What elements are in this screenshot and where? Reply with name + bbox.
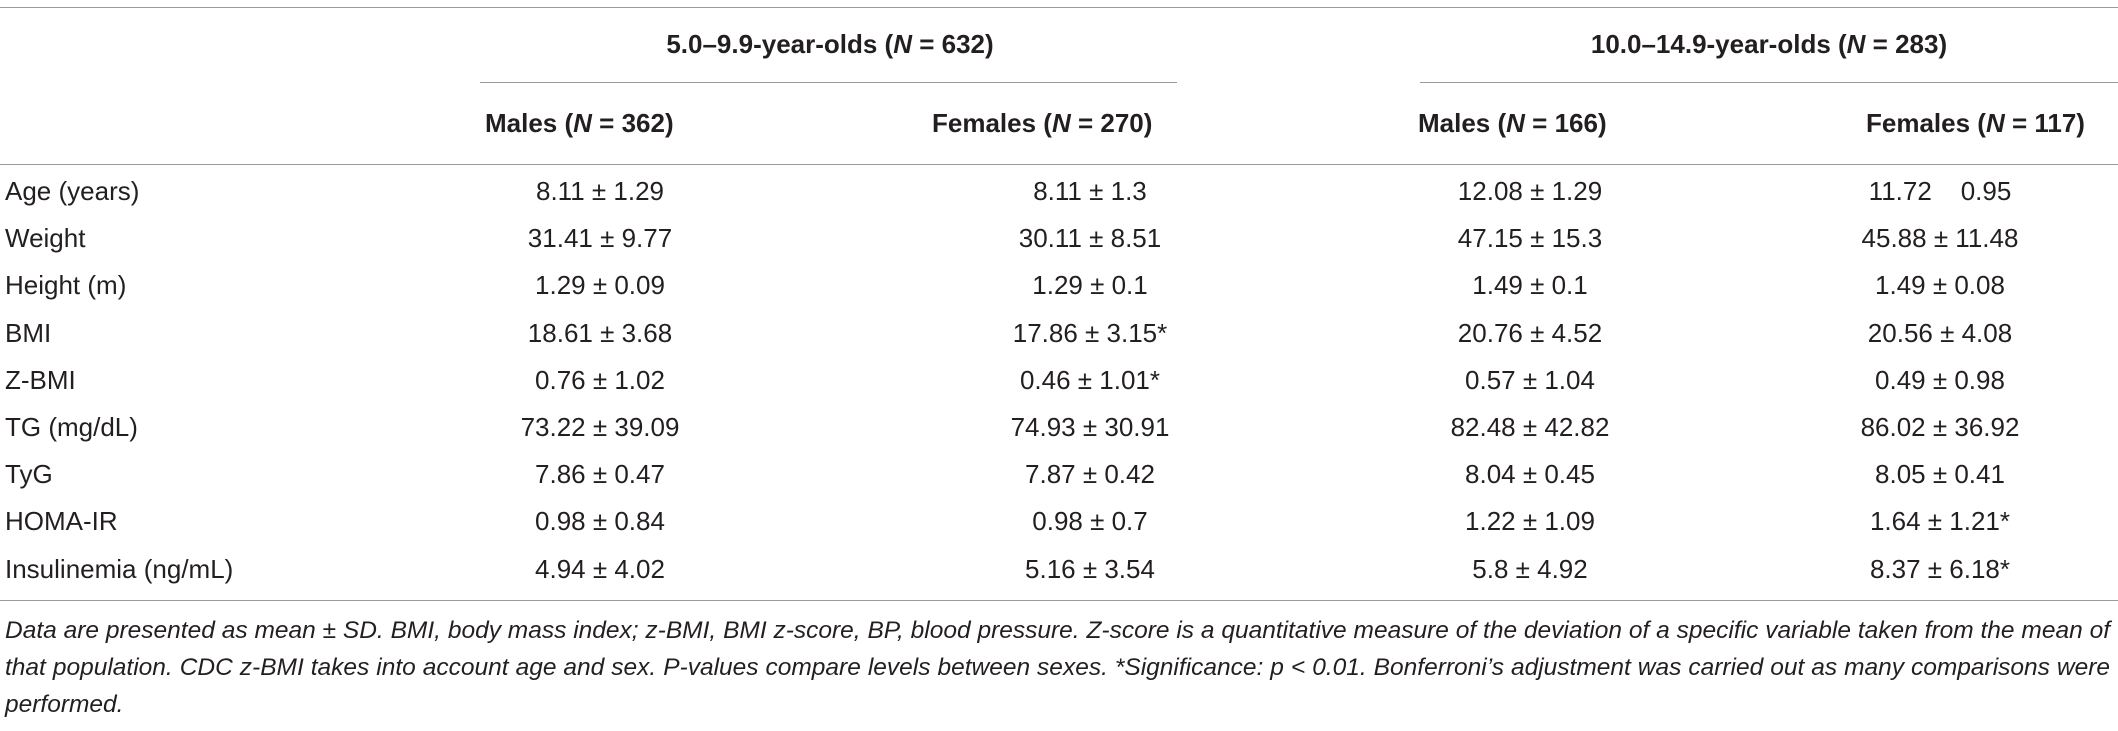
- group-rule-10-14: [1420, 82, 2118, 83]
- table-cell: 5.8 ± 4.92: [1472, 553, 1588, 584]
- col-header-suffix: = 117): [2004, 108, 2085, 138]
- col-header-suffix: = 166): [1524, 108, 1607, 138]
- table-cell: 0.76 ± 1.02: [535, 364, 665, 395]
- row-label: Insulinemia (ng/mL): [5, 553, 234, 584]
- row-label: TG (mg/dL): [5, 411, 138, 442]
- table-cell: 0.98 ± 0.84: [535, 506, 665, 537]
- col-header-prefix: Females (: [1866, 108, 1986, 138]
- row-label: HOMA-IR: [5, 506, 118, 537]
- col-header-prefix: Males (: [1418, 108, 1507, 138]
- table-cell: 0.57 ± 1.04: [1465, 364, 1595, 395]
- table-cell: 4.94 ± 4.02: [535, 553, 665, 584]
- table-cell: 0.98 ± 0.7: [1032, 506, 1148, 537]
- table-cell: 30.11 ± 8.51: [1018, 223, 1162, 254]
- table-cell: 45.88 ± 11.48: [1861, 223, 2019, 254]
- table-bottom-rule: [0, 600, 2118, 601]
- row-label: Age (years): [5, 176, 140, 206]
- col-header-n: N: [1985, 108, 2005, 138]
- table-body: Age (years) 8.11 ± 1.29 8.11 ± 1.3 12.08…: [0, 168, 2118, 593]
- table-cell: 8.04 ± 0.45: [1465, 459, 1595, 490]
- table-cell: 82.48 ± 42.82: [1450, 411, 1610, 442]
- table-cell: 0.49 ± 0.98: [1875, 364, 2005, 395]
- header-bottom-rule: [0, 164, 2118, 165]
- table-cell: 1.29 ± 0.1: [1032, 270, 1148, 301]
- row-label: Weight: [5, 223, 86, 254]
- table-cell: 1.64 ± 1.21*: [1869, 506, 2011, 537]
- table-row: Height (m) 1.29 ± 0.09 1.29 ± 0.1 1.49 ±…: [0, 262, 2118, 309]
- table-row: Z-BMI 0.76 ± 1.02 0.46 ± 1.01* 0.57 ± 1.…: [0, 357, 2118, 404]
- table-cell: 47.15 ± 15.3: [1457, 223, 1603, 254]
- table-cell: 17.86 ± 3.15*: [1012, 317, 1168, 348]
- col-header-n: N: [573, 108, 592, 138]
- table-row: TyG 7.86 ± 0.47 7.87 ± 0.42 8.04 ± 0.45 …: [0, 451, 2118, 498]
- table-cell: 1.29 ± 0.09: [535, 270, 665, 301]
- table-cell: 7.87 ± 0.42: [1025, 459, 1155, 490]
- col-header-prefix: Females (: [932, 108, 1052, 138]
- col-header-females-5-9: Females (N = 270): [932, 103, 1152, 143]
- group-header-5-9: 5.0–9.9-year-olds (N = 632): [480, 24, 1180, 64]
- table-cell: 1.49 ± 0.1: [1472, 270, 1588, 301]
- table-cell: 31.41 ± 9.77: [527, 223, 673, 254]
- group-header-5-9-prefix: 5.0–9.9-year-olds (: [666, 29, 894, 59]
- table-cell: 1.49 ± 0.08: [1875, 270, 2005, 301]
- col-header-males-5-9: Males (N = 362): [485, 103, 674, 143]
- table-row: Weight 31.41 ± 9.77 30.11 ± 8.51 47.15 ±…: [0, 215, 2118, 262]
- table-cell: 86.02 ± 36.92: [1860, 411, 2020, 442]
- row-label: BMI: [5, 317, 52, 348]
- col-header-n: N: [1506, 108, 1525, 138]
- table-cell: 7.86 ± 0.47: [535, 459, 665, 490]
- table-footnote: Data are presented as mean ± SD. BMI, bo…: [5, 617, 2110, 718]
- table-cell: 73.22 ± 39.09: [520, 411, 680, 442]
- table-cell: 12.08 ± 1.29: [1457, 176, 1603, 206]
- col-header-prefix: Males (: [485, 108, 574, 138]
- table-cell: 8.05 ± 0.41: [1875, 459, 2005, 490]
- group-header-10-14-suffix: = 283): [1865, 29, 1948, 59]
- table-cell: 8.37 ± 6.18*: [1869, 553, 2011, 584]
- table-row: Age (years) 8.11 ± 1.29 8.11 ± 1.3 12.08…: [0, 168, 2118, 215]
- table-cell: 20.56 ± 4.08: [1867, 317, 2013, 348]
- table-row: HOMA-IR 0.98 ± 0.84 0.98 ± 0.7 1.22 ± 1.…: [0, 498, 2118, 545]
- row-label: TyG: [5, 459, 53, 490]
- table-cell: 20.76 ± 4.52: [1457, 317, 1603, 348]
- table-row: Insulinemia (ng/mL) 4.94 ± 4.02 5.16 ± 3…: [0, 546, 2118, 593]
- table-cell: 8.11 ± 1.29: [536, 176, 664, 206]
- group-header-5-9-n: N: [893, 29, 912, 59]
- table-row: BMI 18.61 ± 3.68 17.86 ± 3.15* 20.76 ± 4…: [0, 310, 2118, 357]
- table-cell: 11.72 0.95: [1868, 176, 2012, 206]
- col-header-suffix: = 362): [591, 108, 674, 138]
- col-header-females-10-14: Females (N = 117): [1866, 103, 2085, 143]
- row-label: Height (m): [5, 270, 127, 301]
- col-header-males-10-14: Males (N = 166): [1418, 103, 1607, 143]
- table-cell: 5.16 ± 3.54: [1025, 553, 1155, 584]
- group-header-10-14-n: N: [1846, 29, 1866, 59]
- group-header-5-9-suffix: = 632): [912, 29, 994, 59]
- table-cell: 74.93 ± 30.91: [1010, 411, 1170, 442]
- table-cell: 18.61 ± 3.68: [527, 317, 673, 348]
- table-top-rule: [0, 7, 2118, 8]
- table-cell: 0.46 ± 1.01*: [1019, 364, 1161, 395]
- col-header-suffix: = 270): [1070, 108, 1153, 138]
- group-header-10-14-prefix: 10.0–14.9-year-olds (: [1590, 29, 1847, 59]
- table-row: TG (mg/dL) 73.22 ± 39.09 74.93 ± 30.91 8…: [0, 404, 2118, 451]
- table-cell: 8.11 ± 1.3: [1033, 176, 1147, 206]
- group-header-10-14: 10.0–14.9-year-olds (N = 283): [1420, 24, 2118, 64]
- group-rule-5-9: [480, 82, 1177, 83]
- col-header-n: N: [1051, 108, 1071, 138]
- row-label: Z-BMI: [5, 364, 76, 395]
- table-cell: 1.22 ± 1.09: [1465, 506, 1595, 537]
